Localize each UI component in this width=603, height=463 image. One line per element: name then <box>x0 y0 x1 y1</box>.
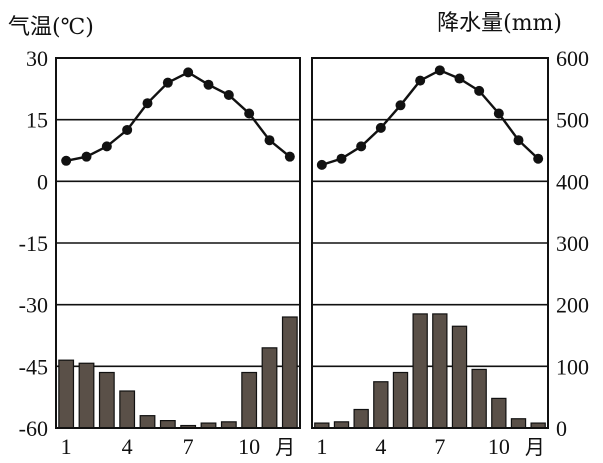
temperature-point <box>375 122 386 133</box>
temperature-point <box>474 85 485 96</box>
precipitation-bar <box>373 381 389 429</box>
temperature-line <box>321 68 540 167</box>
precipitation-bar <box>491 397 507 429</box>
temperature-point <box>223 90 234 100</box>
temperature-point <box>264 135 275 146</box>
precipitation-bar <box>261 347 278 429</box>
temperature-tick-label: -45 <box>19 354 48 379</box>
month-unit-label: 月 <box>525 435 545 459</box>
temperature-point <box>162 77 173 88</box>
month-tick-labels-b: 1 4 7 10 月 <box>316 434 544 459</box>
temperature-point <box>454 73 465 84</box>
month-tick-label: 7 <box>434 434 445 459</box>
temperature-tick-labels: 30 15 0 -15 -30 -45 -60 <box>19 46 48 441</box>
plot-frame <box>55 57 301 429</box>
precipitation-bar <box>139 415 156 429</box>
temperature-point <box>183 67 194 78</box>
precipitation-bar <box>451 325 468 429</box>
temperature-point <box>81 151 92 162</box>
temperature-tick-label: 15 <box>26 108 48 133</box>
month-tick-labels-a: 1 4 7 10 月 <box>61 434 295 459</box>
temperature-point <box>493 108 504 119</box>
temperature-point <box>142 98 153 109</box>
precipitation-bar <box>241 371 258 429</box>
precipitation-bar <box>98 371 115 429</box>
precipitation-bar <box>58 359 75 429</box>
month-tick-label: 1 <box>316 434 327 459</box>
temperature-point <box>395 100 406 111</box>
temperature-point <box>513 135 524 146</box>
temperature-tick-label: -30 <box>19 293 48 318</box>
precipitation-tick-label: 100 <box>556 354 589 379</box>
temperature-tick-label: 30 <box>26 46 48 71</box>
temperature-point <box>244 108 255 119</box>
temperature-point <box>122 124 133 135</box>
precipitation-bar <box>159 420 176 429</box>
precipitation-tick-label: 200 <box>556 293 589 318</box>
precipitation-tick-label: 400 <box>556 169 589 194</box>
temperature-axis-title: 气温(℃) <box>8 15 94 40</box>
precipitation-tick-labels: 600 500 400 300 200 100 0 <box>556 46 589 441</box>
temperature-point <box>415 75 426 86</box>
temperature-tick-label: -15 <box>19 231 48 256</box>
month-tick-label: 1 <box>61 434 72 459</box>
month-tick-label: 10 <box>238 434 260 459</box>
precipitation-bar <box>353 408 369 429</box>
temperature-point <box>434 65 445 76</box>
temperature-point <box>533 153 544 164</box>
plot-frame <box>311 57 549 429</box>
temperature-point <box>203 79 214 90</box>
precipitation-bar <box>510 418 527 429</box>
precipitation-bar <box>119 390 136 429</box>
precipitation-tick-label: 600 <box>556 46 589 71</box>
precipitation-bar <box>412 313 428 429</box>
temperature-point <box>284 151 295 162</box>
precipitation-tick-label: 0 <box>556 416 567 441</box>
month-tick-label: 4 <box>375 434 386 459</box>
temperature-point <box>336 153 347 164</box>
month-tick-label: 10 <box>488 434 510 459</box>
temperature-tick-label: -60 <box>19 416 48 441</box>
temperature-line <box>65 71 291 162</box>
month-tick-label: 4 <box>122 434 133 459</box>
temperature-point <box>316 159 327 170</box>
precipitation-bar <box>281 316 298 429</box>
climate-chart-a <box>55 57 301 429</box>
month-unit-label: 月 <box>275 435 295 459</box>
precipitation-tick-label: 300 <box>556 231 589 256</box>
precipitation-bar <box>392 371 409 429</box>
precipitation-tick-label: 500 <box>556 108 589 133</box>
precipitation-bar <box>471 368 487 429</box>
precipitation-bar <box>78 362 95 429</box>
precipitation-bar <box>432 313 448 429</box>
month-tick-label: 7 <box>183 434 194 459</box>
temperature-point <box>356 141 367 152</box>
climate-chart-b <box>311 57 549 429</box>
temperature-tick-label: 0 <box>37 169 48 194</box>
temperature-point <box>61 155 72 166</box>
precipitation-axis-title: 降水量(mm) <box>437 11 562 36</box>
temperature-point <box>101 141 112 152</box>
